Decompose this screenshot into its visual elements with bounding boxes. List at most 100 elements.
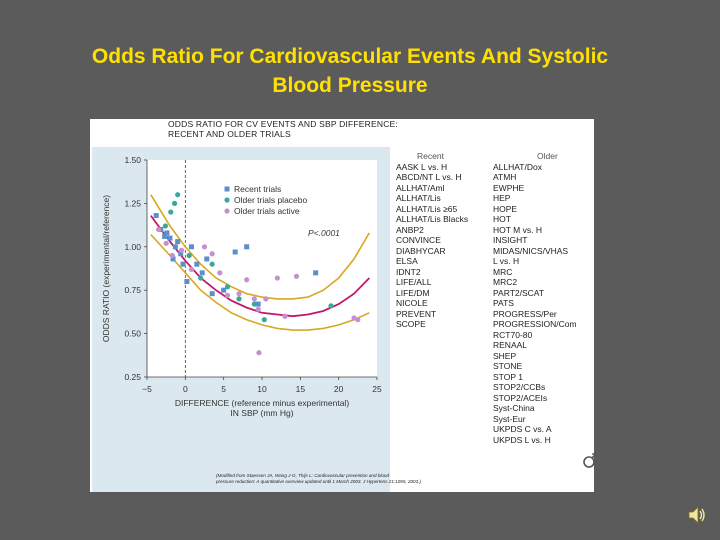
older-trial-item: PROGRESSION/Com xyxy=(493,319,577,329)
recent-trial-point xyxy=(209,291,215,297)
x-tick-label: −5 xyxy=(142,384,152,394)
recent-trial-point xyxy=(164,230,170,236)
recent-trial-point xyxy=(188,244,194,250)
older-active-point xyxy=(155,226,162,233)
older-placebo-point xyxy=(328,303,334,309)
older-placebo-point xyxy=(175,192,181,198)
recent-trial-item: ALLHAT/Lis Blacks xyxy=(396,214,469,224)
older-active-point xyxy=(178,247,185,253)
slide-title-line1: Odds Ratio For Cardiovascular Events And… xyxy=(91,45,609,68)
recent-trial-point xyxy=(172,244,178,250)
p-value-annotation: P<.0001 xyxy=(308,228,340,238)
recent-trial-item: IDNT2 xyxy=(396,266,421,277)
older-active-point xyxy=(293,273,300,279)
slide-title-line2: Blood Pressure xyxy=(272,74,428,97)
x-tick-label: 5 xyxy=(221,384,226,394)
recent-trial-item: NICOLE xyxy=(396,298,428,308)
x-tick-label: 15 xyxy=(296,384,306,394)
older-trial-item: HOT M vs. H xyxy=(493,224,542,235)
older-active-point xyxy=(236,291,242,297)
recent-trial-item: DIABHYCAR xyxy=(396,245,446,256)
legend-label: Older trials active xyxy=(234,206,300,216)
older-trial-item: ALLHAT/Dox xyxy=(493,161,542,172)
older-header: Older xyxy=(537,151,558,161)
older-placebo-point xyxy=(172,200,178,206)
older-active-point xyxy=(274,275,280,281)
older-trial-item: PATS xyxy=(493,298,514,308)
older-trial-item: MIDAS/NICS/VHAS xyxy=(493,245,569,256)
recent-trial-point xyxy=(232,249,238,255)
older-trial-item: SHEP xyxy=(493,350,517,361)
older-trial-item: Syst-Eur xyxy=(493,413,526,424)
figure-title-line2: RECENT AND OLDER TRIALS xyxy=(168,129,291,139)
older-active-point xyxy=(256,350,262,356)
older-trial-item: STONE xyxy=(493,361,523,371)
recent-trial-item: LIFE/DM xyxy=(396,287,430,298)
recent-trial-item: AASK L vs. H xyxy=(396,161,448,172)
recent-trial-point xyxy=(221,287,227,293)
older-placebo-point xyxy=(162,223,168,229)
older-placebo-point xyxy=(236,296,242,302)
older-active-point xyxy=(188,266,195,272)
older-active-point xyxy=(217,270,223,276)
x-tick-label: 0 xyxy=(183,384,188,394)
recent-trial-point xyxy=(313,270,319,276)
recent-trial-item: ALLHAT/Lis xyxy=(396,193,441,203)
y-tick-label: 0.25 xyxy=(124,372,141,382)
older-active-point xyxy=(282,313,288,319)
scatter-plot: 0.25 0.50 0.75 1.00 1.25 1.50 −5 0 5 10 15 20 25 DIFF… xyxy=(101,155,382,418)
older-trial-item: MRC xyxy=(493,266,513,277)
footnote-line1: (Modified from Staessen JA, Wang J-G, Th… xyxy=(216,473,390,478)
recent-trial-point xyxy=(204,256,210,262)
y-tick-label: 0.75 xyxy=(124,285,141,295)
recent-trial-point xyxy=(184,279,190,285)
recent-trial-item: PREVENT xyxy=(396,308,437,319)
y-tick-label: 1.25 xyxy=(124,198,141,208)
older-trial-item: HOPE xyxy=(493,203,518,214)
recent-trial-point xyxy=(255,301,261,307)
older-active-point xyxy=(163,240,169,246)
older-placebo-point xyxy=(198,275,204,281)
older-placebo-point xyxy=(251,301,257,307)
older-trial-item: RCT70-80 xyxy=(493,329,533,340)
recent-trial-item: ELSA xyxy=(396,256,418,266)
recent-trial-point xyxy=(167,235,173,241)
legend-label: Recent trials xyxy=(234,184,281,194)
older-active-point xyxy=(263,296,269,302)
legend-marker-placebo xyxy=(224,197,230,203)
x-axis-label-line1: DIFFERENCE (reference minus experimental… xyxy=(175,398,349,408)
speaker-icon[interactable] xyxy=(686,504,708,526)
recent-trial-item: ABCD/NT L vs. H xyxy=(396,172,462,182)
older-trial-item: EWPHE xyxy=(493,182,525,193)
older-active-point xyxy=(244,277,250,283)
x-tick-label: 20 xyxy=(334,384,344,394)
older-active-point xyxy=(201,244,208,250)
recent-trial-point xyxy=(180,261,186,267)
recent-trial-point xyxy=(170,256,176,262)
older-trial-item: MRC2 xyxy=(493,277,518,287)
legend-label: Older trials placebo xyxy=(234,195,308,205)
legend-marker-recent xyxy=(224,186,230,192)
older-active-point xyxy=(355,317,361,323)
recent-trial-item: ANBP2 xyxy=(396,224,424,235)
recent-trial-item: SCOPE xyxy=(396,319,426,329)
recent-trial-point xyxy=(175,239,181,245)
recent-trial-point xyxy=(153,213,159,219)
figure-title: ODDS RATIO FOR CV EVENTS AND SBP DIFFERE… xyxy=(168,119,398,139)
recent-trial-point xyxy=(162,233,168,239)
older-trial-item: STOP2/ACEIs xyxy=(493,392,548,403)
older-trial-item: STOP 1 xyxy=(493,371,523,382)
y-tick-label: 1.00 xyxy=(124,242,141,252)
recent-trials-list: Recent AASK L vs. H ABCD/NT L vs. H ALLHAT… xyxy=(396,151,468,330)
older-trial-item: HOT xyxy=(493,214,511,224)
slide-title: Odds Ratio For Cardiovascular Events And… xyxy=(20,42,680,100)
older-placebo-point xyxy=(186,252,192,259)
y-axis-label: ODDS RATIO (experimental/reference) xyxy=(101,195,111,342)
older-placebo-point xyxy=(209,261,215,267)
recent-trial-item: LIFE/ALL xyxy=(396,277,432,287)
older-trial-item: RENAAL xyxy=(493,340,528,350)
older-trial-item: UKPDS C vs. A xyxy=(493,424,552,434)
x-axis-label-line2: IN SBP (mm Hg) xyxy=(230,408,293,418)
fit-curve xyxy=(150,215,370,318)
recent-trial-point xyxy=(244,244,250,250)
